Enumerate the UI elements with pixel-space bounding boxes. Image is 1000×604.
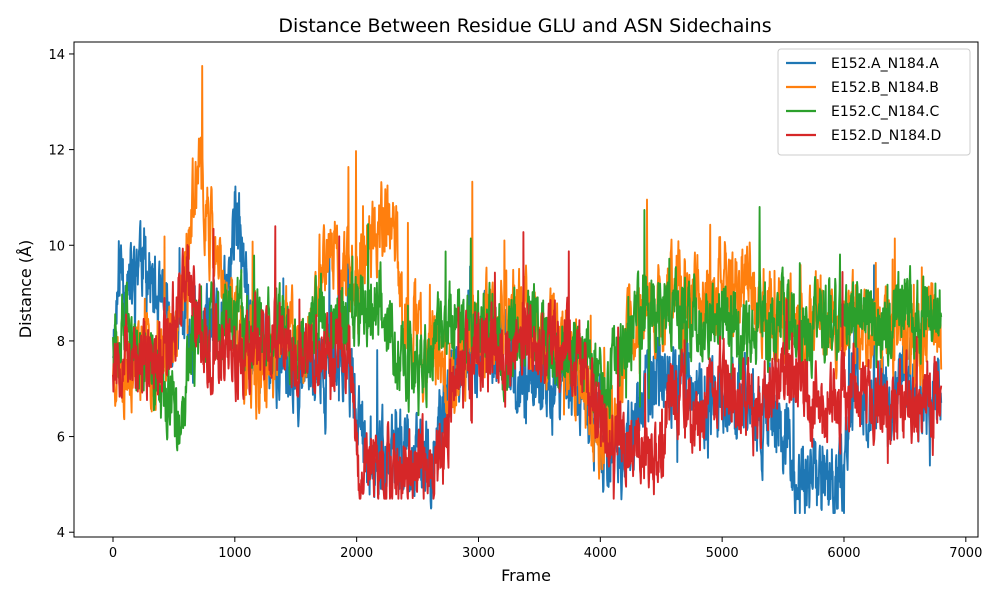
x-tick-label: 3000 [462,546,495,561]
y-tick-label: 8 [57,335,65,350]
y-tick-label: 14 [48,48,65,63]
legend-label: E152.D_N184.D [831,128,941,144]
x-tick-label: 0 [109,546,117,561]
y-tick-label: 12 [48,144,65,159]
x-tick-label: 4000 [584,546,617,561]
legend: E152.A_N184.A E152.B_N184.B E152.C_N184.C E… [777,48,971,156]
legend-label: E152.C_N184.C [831,104,939,120]
x-axis-title: Frame [501,566,551,585]
y-tick-label: 10 [48,239,65,254]
x-tick-label: 7000 [949,546,982,561]
y-axis: 4 6 8 10 12 14 [48,48,74,541]
series-layer [112,64,943,515]
x-tick-label: 5000 [706,546,739,561]
legend-label: E152.B_N184.B [831,80,939,96]
x-tick-label: 6000 [827,546,860,561]
x-tick-label: 2000 [340,546,373,561]
x-axis: 0 1000 2000 3000 4000 5000 6000 7000 [109,537,982,561]
y-tick-label: 4 [57,526,65,541]
y-axis-title: Distance (Å) [16,240,35,338]
legend-label: E152.A_N184.A [831,56,939,72]
plot-frame [73,41,979,538]
legend-box [777,48,971,156]
chart-title: Distance Between Residue GLU and ASN Sid… [278,15,771,37]
series-line-4 [112,225,943,500]
x-tick-label: 1000 [218,546,251,561]
y-tick-label: 6 [57,431,65,446]
